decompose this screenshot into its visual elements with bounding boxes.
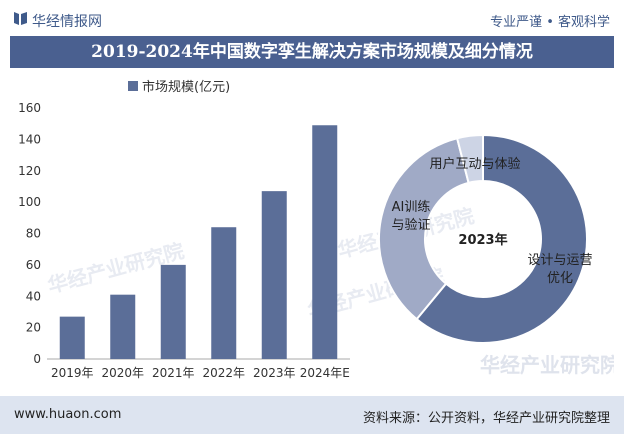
legend-label: 市场规模(亿元) <box>142 79 230 95</box>
bar-2020年 <box>110 295 135 359</box>
y-tick-label: 140 <box>18 132 41 146</box>
chart-area: 华经产业研究院华经产业研究院华经产业研究院华经产业研究院市场规模(亿元)0204… <box>10 68 614 396</box>
y-tick-label: 100 <box>18 195 41 209</box>
bar-2022年 <box>211 227 236 359</box>
legend-swatch <box>128 81 138 91</box>
top-bar: 华经情报网 专业严谨 • 客观科学 <box>0 0 624 36</box>
watermark-text: 华经产业研究院 <box>480 353 614 377</box>
chart-title: 2019-2024年中国数字孪生解决方案市场规模及细分情况 <box>10 36 614 68</box>
huajing-logo-icon <box>14 12 27 25</box>
x-tick-label: 2020年 <box>101 366 144 380</box>
x-tick-label: 2024年E <box>300 366 350 380</box>
x-tick-label: 2019年 <box>51 366 94 380</box>
y-tick-label: 120 <box>18 164 41 178</box>
title-bar: 2019-2024年中国数字孪生解决方案市场规模及细分情况 <box>10 36 614 68</box>
bar-2021年 <box>161 265 186 359</box>
x-tick-label: 2022年 <box>202 366 245 380</box>
footer-source: 资料来源：公开资料，华经产业研究院整理 <box>363 407 610 426</box>
y-tick-label: 80 <box>26 227 41 241</box>
x-tick-label: 2021年 <box>152 366 195 380</box>
slice-label: 用户互动与体验 <box>429 156 520 172</box>
slice-label: 优化 <box>547 271 573 286</box>
y-tick-label: 40 <box>26 289 41 303</box>
y-tick-label: 0 <box>33 352 41 366</box>
slice-label: 与验证 <box>391 217 430 233</box>
y-tick-label: 20 <box>26 321 41 335</box>
bar-2024年E <box>312 125 337 359</box>
donut-center-label: 2023年 <box>458 232 507 248</box>
slogan: 专业严谨 • 客观科学 <box>490 11 610 30</box>
footer: www.huaon.com 资料来源：公开资料，华经产业研究院整理 <box>0 396 624 434</box>
slice-label: 设计与运营 <box>527 253 592 268</box>
site-name: 华经情报网 <box>32 11 102 31</box>
chart-canvas: 华经产业研究院华经产业研究院华经产业研究院华经产业研究院市场规模(亿元)0204… <box>10 68 614 396</box>
y-tick-label: 160 <box>18 101 41 115</box>
bar-2023年 <box>262 191 287 359</box>
footer-website: www.huaon.com <box>14 407 121 422</box>
x-tick-label: 2023年 <box>253 366 296 380</box>
bar-2019年 <box>60 317 85 359</box>
y-tick-label: 60 <box>26 258 41 272</box>
slice-label: AI训练 <box>392 200 431 215</box>
